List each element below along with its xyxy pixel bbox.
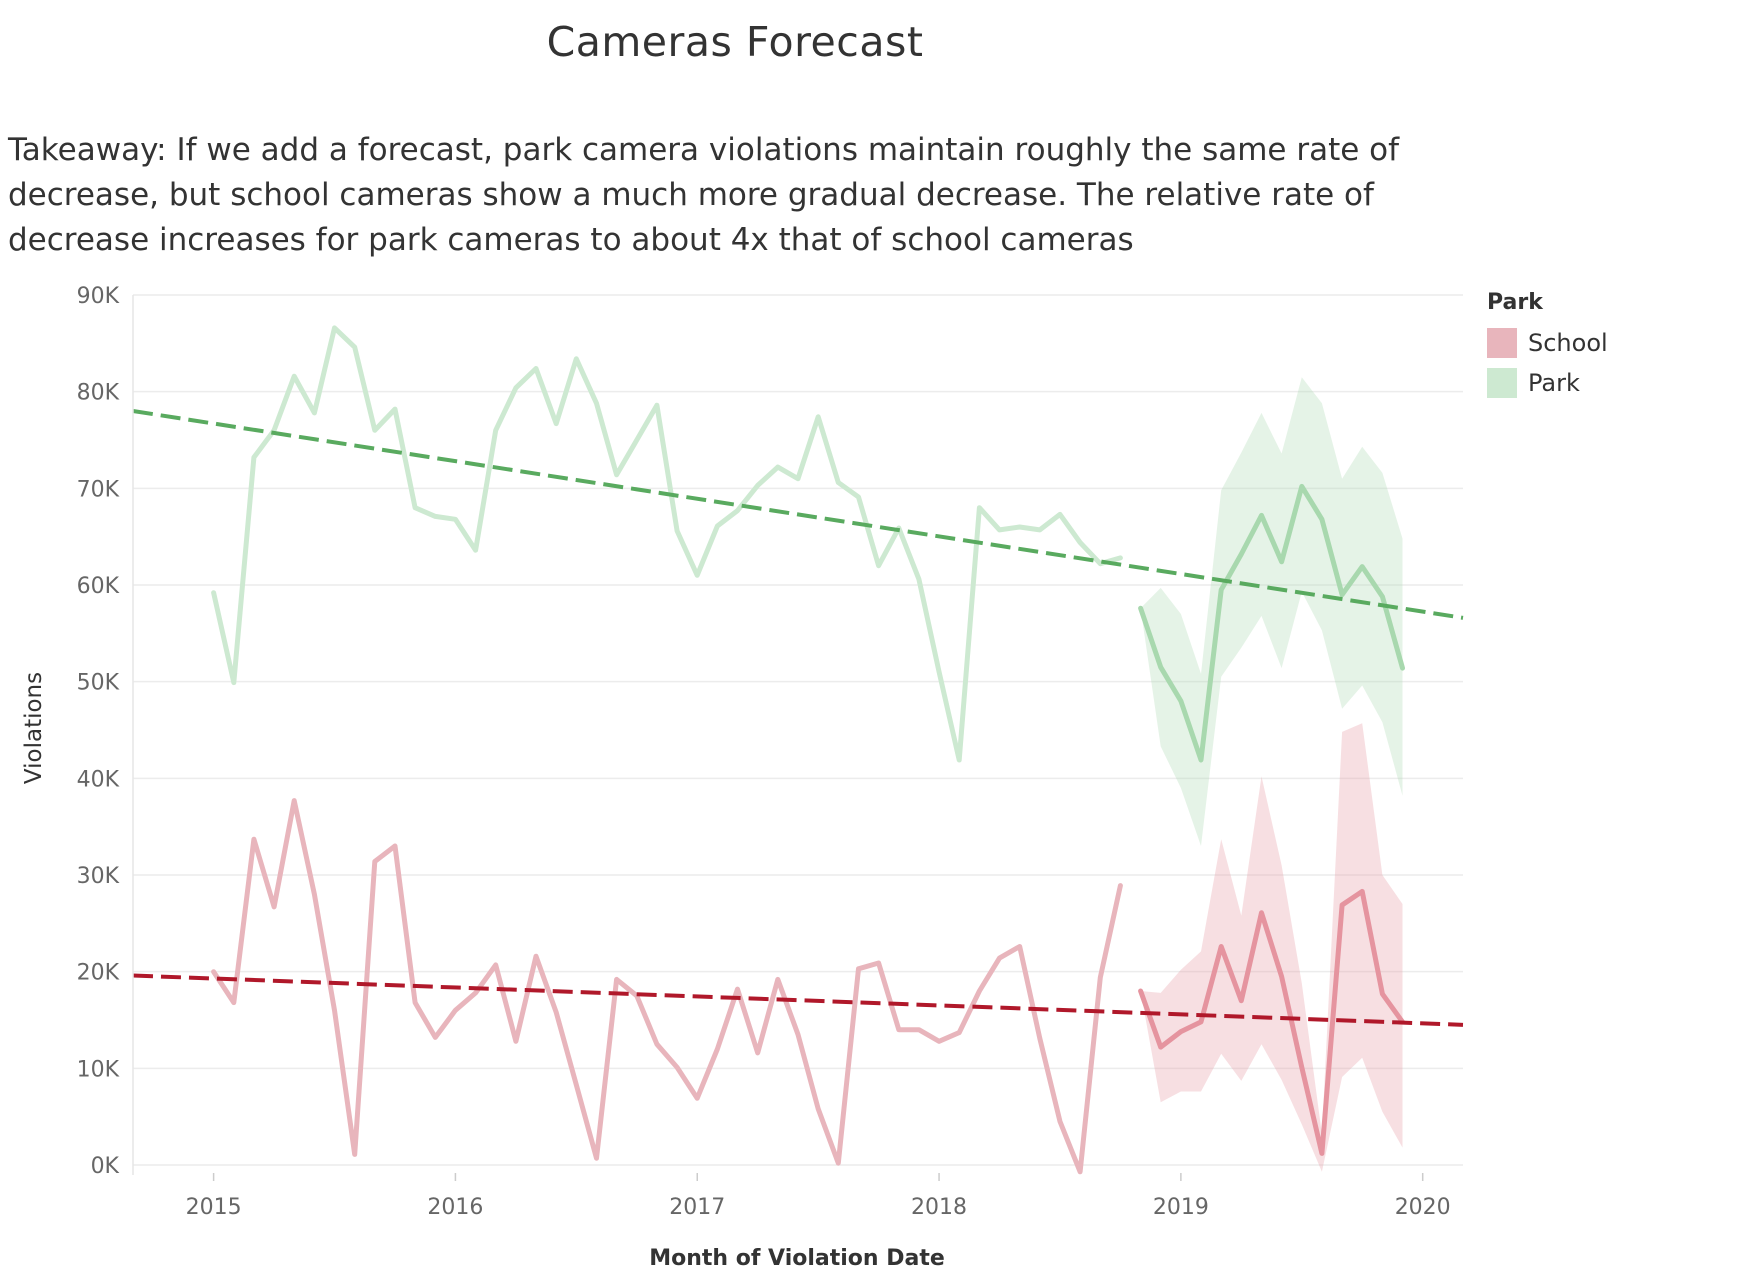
park-forecast-line [1138,483,1405,763]
y-tick-label: 90K [77,284,120,309]
legend-swatch-park [1487,368,1517,398]
legend-title: Park [1487,290,1543,315]
y-axis-label: Violations [21,672,47,784]
x-tick-label: 2020 [1395,1195,1451,1220]
y-tick-label: 0K [91,1154,120,1179]
y-tick-label: 80K [77,381,120,406]
legend: Park School Park [1487,290,1608,403]
y-tick-label: 20K [77,961,120,986]
y-tick-label: 70K [77,477,120,502]
school-forecast-line [1138,888,1405,1156]
y-tick-label: 50K [77,671,120,696]
forecast-bands [1140,377,1403,1172]
x-axis-label: Month of Violation Date [649,1246,945,1271]
chart-title: Cameras Forecast [546,18,924,66]
x-tick-label: 2018 [911,1195,967,1220]
x-tick-label: 2019 [1153,1195,1209,1220]
legend-item-park[interactable]: Park [1487,363,1608,403]
legend-label-park: Park [1528,369,1580,397]
x-tick-label: 2015 [186,1195,242,1220]
park-trend-line [132,409,1464,620]
trend-lines [132,409,1464,1027]
x-tick-label: 2016 [427,1195,483,1220]
park-actual-line [211,325,1123,763]
school-actual-line [211,798,1123,1175]
legend-item-school[interactable]: School [1487,323,1608,363]
y-tick-label: 40K [77,767,120,792]
series-lines [211,325,1405,1175]
axes: 0K 10K 20K 30K 40K 50K 60K 70K 80K 90K 2015 2016 201… [77,284,1451,1220]
school-trend-line [132,973,1464,1027]
legend-label-school: School [1528,329,1608,357]
gridlines [133,294,1463,1166]
y-tick-label: 60K [77,574,120,599]
x-tick-label: 2017 [669,1195,725,1220]
y-tick-label: 30K [77,864,120,889]
y-tick-label: 10K [77,1057,120,1082]
takeaway-text: Takeaway: If we add a forecast, park cam… [8,132,1400,258]
legend-swatch-school [1487,328,1517,358]
